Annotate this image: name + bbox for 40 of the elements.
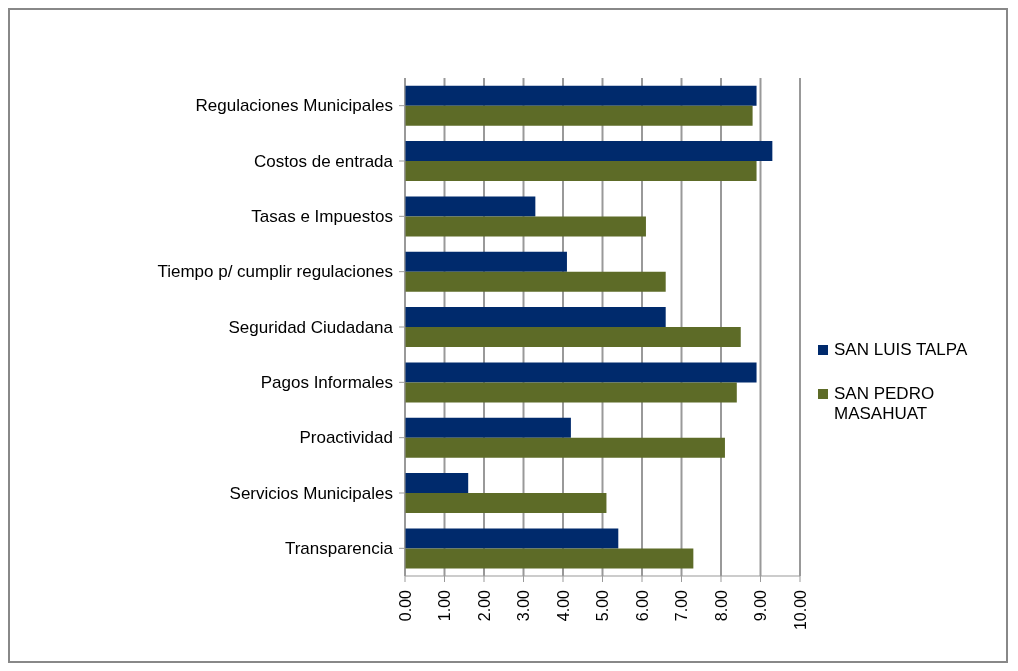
bar [405, 196, 536, 217]
y-tick-label: Costos de entrada [254, 151, 394, 171]
x-tick-label: 3.00 [515, 589, 532, 622]
bar [405, 105, 753, 126]
bar [405, 141, 773, 162]
x-tick-label: 2.00 [475, 589, 493, 622]
bar [405, 548, 694, 569]
x-tick-label: 4.00 [554, 589, 572, 622]
y-tick-label: Pagos Informales [260, 372, 393, 392]
x-tick-label: 0.00 [396, 589, 414, 622]
x-tick-label: 5.00 [594, 589, 611, 622]
bar [405, 251, 567, 272]
x-tick-label: 1.00 [436, 589, 453, 622]
bar [405, 362, 757, 383]
y-tick-label: Servicios Municipales [229, 483, 393, 503]
x-tick-label: 6.00 [633, 589, 651, 622]
x-tick-label: 10.00 [791, 589, 809, 631]
x-tick-label: 7.00 [673, 589, 690, 622]
y-tick-label: Tiempo p/ cumplir regulaciones [157, 262, 393, 282]
bar [405, 437, 725, 458]
y-tick-label: Proactividad [299, 428, 393, 448]
legend-label: SAN LUIS TALPA [834, 340, 969, 360]
bar [405, 528, 619, 549]
x-tick-label: 8.00 [712, 589, 730, 622]
bar [405, 307, 666, 328]
y-tick-label: Seguridad Ciudadana [228, 317, 394, 337]
y-tick-label: Tasas e Impuestos [251, 206, 393, 226]
bar [405, 216, 646, 237]
y-tick-label: Regulaciones Municipales [195, 96, 393, 116]
bar [405, 327, 741, 348]
bar [405, 493, 607, 514]
y-tick-label: Transparencia [284, 538, 394, 558]
x-tick-label: 9.00 [752, 589, 769, 622]
bar [405, 473, 469, 494]
bar [405, 417, 571, 438]
bar [405, 85, 757, 106]
bar [405, 271, 666, 292]
bar [405, 161, 757, 182]
bar [405, 382, 737, 403]
legend-label: SAN PEDRO MASAHUAT [834, 384, 936, 424]
